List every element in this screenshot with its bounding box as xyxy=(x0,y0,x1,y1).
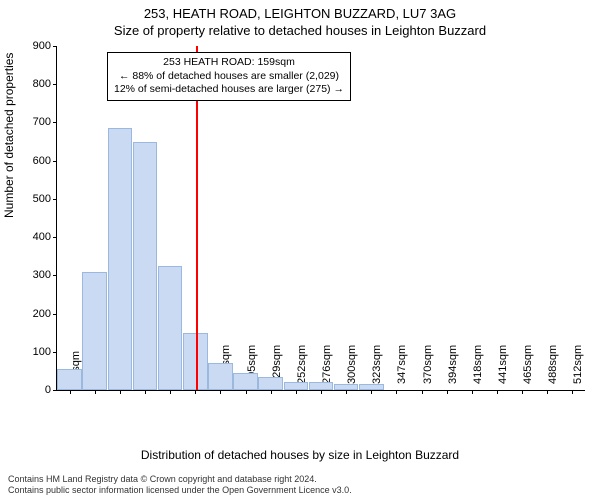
annotation-line2: ← 88% of detached houses are smaller (2,… xyxy=(114,70,344,84)
x-tick-mark xyxy=(547,390,548,394)
annotation-line3: 12% of semi-detached houses are larger (… xyxy=(114,83,344,97)
y-tick-mark xyxy=(53,46,57,47)
histogram-bar xyxy=(82,272,107,390)
histogram-bar xyxy=(233,373,258,390)
x-tick-mark xyxy=(396,390,397,394)
x-tick-mark xyxy=(321,390,322,394)
histogram-bar xyxy=(359,384,384,390)
footer-line1: Contains HM Land Registry data © Crown c… xyxy=(8,474,352,485)
x-tick-mark xyxy=(522,390,523,394)
x-tick-mark xyxy=(70,390,71,394)
chart-area: 010020030040050060070080090040sqm64sqm87… xyxy=(56,46,585,391)
annotation-line1: 253 HEATH ROAD: 159sqm xyxy=(114,56,344,70)
x-tick-mark xyxy=(220,390,221,394)
x-tick-mark xyxy=(422,390,423,394)
y-tick-mark xyxy=(53,275,57,276)
x-tick-mark xyxy=(145,390,146,394)
histogram-bar xyxy=(133,142,158,390)
histogram-bar xyxy=(158,266,183,390)
histogram-bar xyxy=(57,369,82,390)
x-tick-mark xyxy=(271,390,272,394)
histogram-bar xyxy=(334,384,359,390)
footer-line2: Contains public sector information licen… xyxy=(8,485,352,496)
x-tick-mark xyxy=(497,390,498,394)
x-tick-mark xyxy=(246,390,247,394)
x-tick-mark xyxy=(346,390,347,394)
histogram-bar xyxy=(108,128,133,390)
y-tick-mark xyxy=(53,122,57,123)
histogram-bar xyxy=(258,377,283,390)
annotation-box: 253 HEATH ROAD: 159sqm ← 88% of detached… xyxy=(107,52,351,101)
x-tick-mark xyxy=(447,390,448,394)
x-tick-mark xyxy=(371,390,372,394)
x-axis-label: Distribution of detached houses by size … xyxy=(0,448,600,462)
y-tick-mark xyxy=(53,199,57,200)
y-axis-label: Number of detached properties xyxy=(2,53,16,218)
x-tick-mark xyxy=(170,390,171,394)
title-main: 253, HEATH ROAD, LEIGHTON BUZZARD, LU7 3… xyxy=(0,0,600,21)
x-tick-mark xyxy=(95,390,96,394)
histogram-bar xyxy=(183,333,208,390)
histogram-bar xyxy=(309,382,334,390)
histogram-bar xyxy=(208,363,233,390)
footer-attribution: Contains HM Land Registry data © Crown c… xyxy=(8,474,352,497)
x-tick-mark xyxy=(120,390,121,394)
x-tick-mark xyxy=(472,390,473,394)
histogram-bar xyxy=(284,382,309,390)
x-tick-mark xyxy=(195,390,196,394)
title-sub: Size of property relative to detached ho… xyxy=(0,21,600,38)
y-tick-mark xyxy=(53,237,57,238)
y-tick-mark xyxy=(53,390,57,391)
y-tick-mark xyxy=(53,352,57,353)
x-tick-mark xyxy=(296,390,297,394)
x-tick-mark xyxy=(572,390,573,394)
y-tick-mark xyxy=(53,84,57,85)
y-tick-mark xyxy=(53,161,57,162)
y-tick-mark xyxy=(53,314,57,315)
